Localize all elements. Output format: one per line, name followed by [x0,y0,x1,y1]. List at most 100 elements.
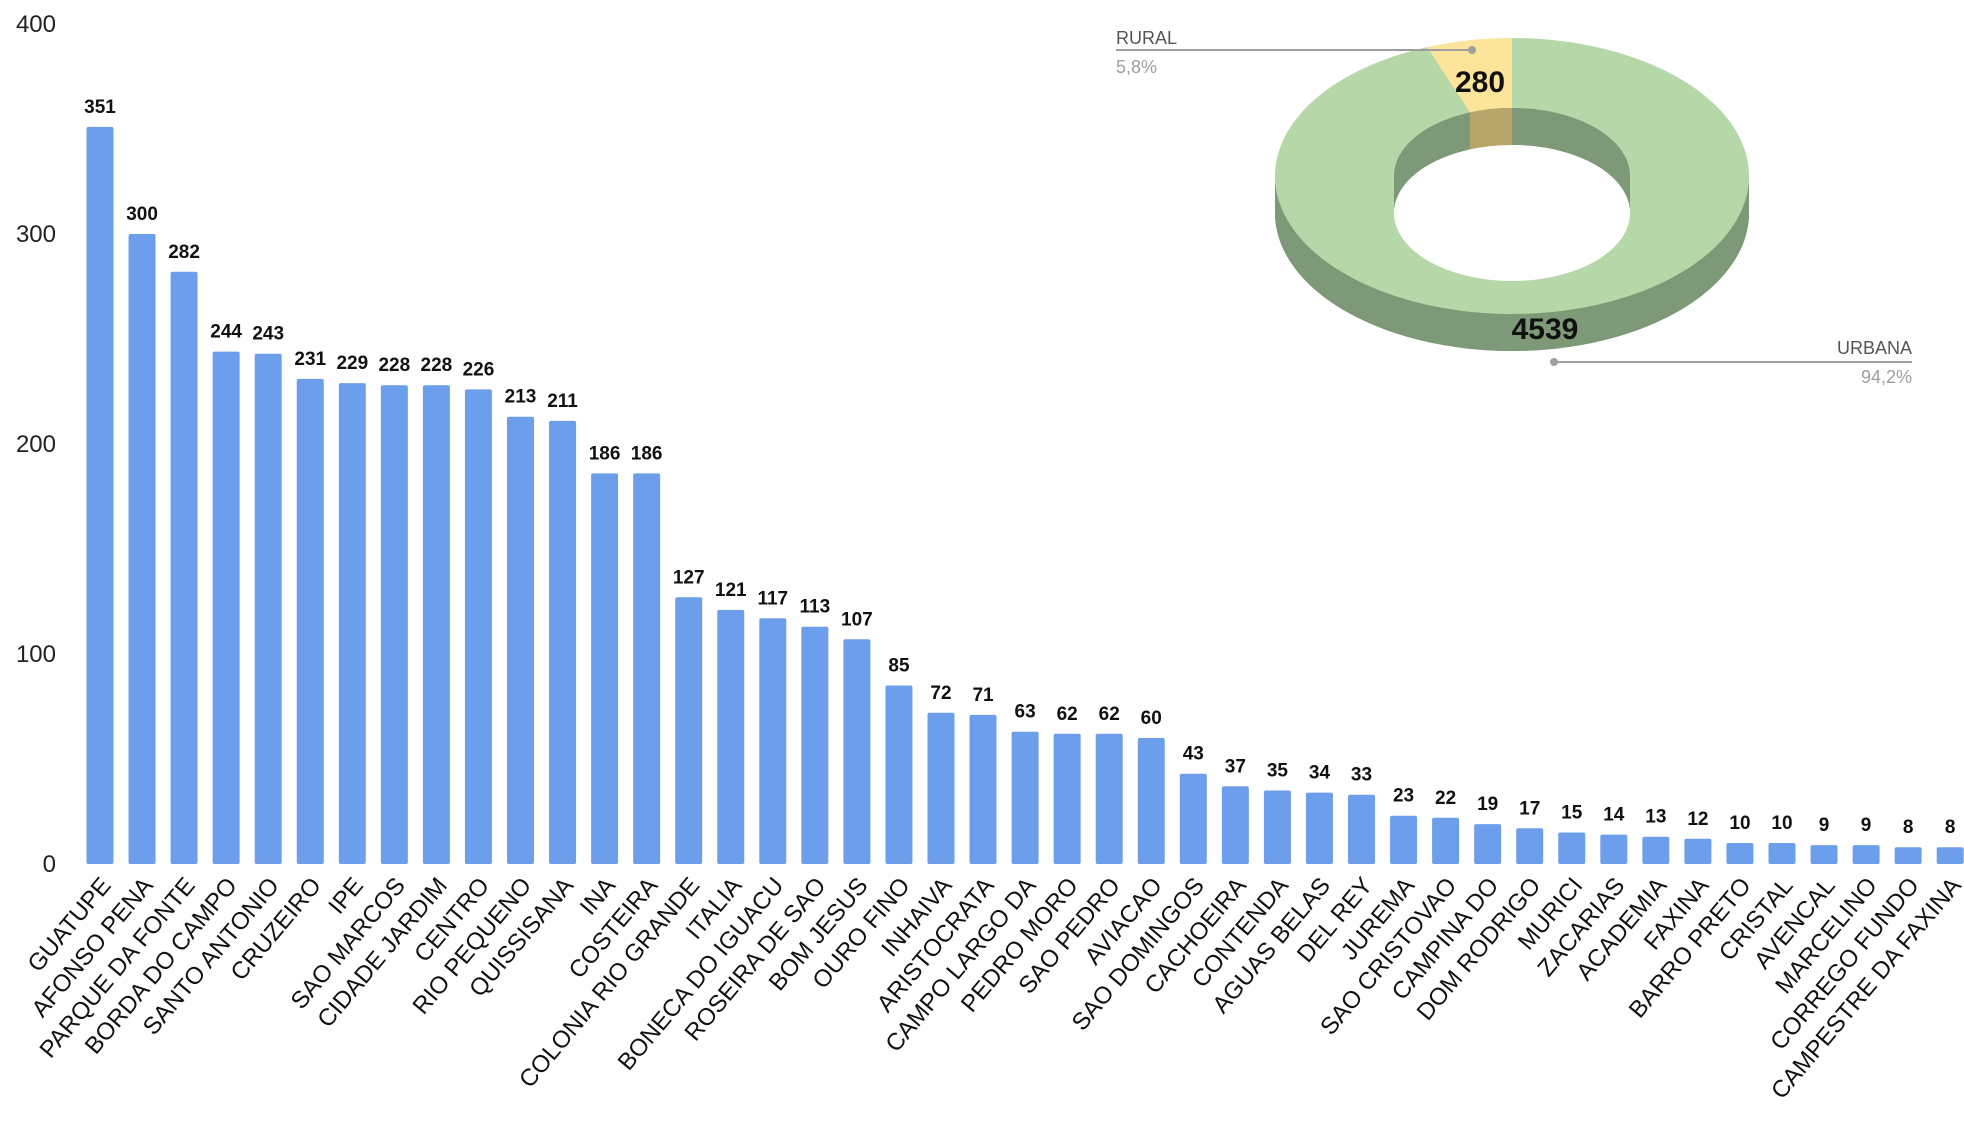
bar [1348,794,1375,864]
bar [1600,834,1628,864]
data-label: 211 [547,391,578,412]
bar [1095,733,1123,864]
bar [549,420,577,864]
data-label: 121 [715,580,747,601]
legend-label: RURAL [1116,28,1177,48]
bar [1474,824,1502,864]
bar [380,385,408,864]
bar [1263,790,1291,864]
bar [969,714,997,864]
data-label: 351 [84,97,116,118]
data-label: 9 [1861,815,1872,836]
data-label: 15 [1561,803,1583,824]
data-label: 33 [1351,765,1372,786]
donut-value-label: 4539 [1512,313,1579,346]
y-tick-label: 0 [43,851,56,878]
data-label: 19 [1477,794,1498,815]
y-tick-label: 400 [16,11,56,38]
percent-label: 5,8% [1116,57,1157,77]
bar [633,473,661,864]
data-label: 72 [930,683,951,704]
data-label: 13 [1645,807,1666,828]
data-label: 12 [1687,809,1708,830]
donut-chart: 280 4539 RURAL 5,8% URBANA 94,2% [1116,28,1912,387]
data-label: 213 [505,387,537,408]
donut-inner-wall-rural [1469,108,1512,150]
data-label: 107 [841,609,873,630]
bar [254,353,282,864]
bar [1726,843,1754,864]
data-label: 228 [378,355,410,376]
data-label: 226 [463,359,495,380]
bar [1936,847,1964,864]
bar [1516,828,1544,864]
data-label: 10 [1729,813,1750,834]
bar [1011,731,1039,864]
data-label: 22 [1435,788,1456,809]
bar [1810,845,1838,864]
data-label: 244 [210,322,242,343]
bar [1558,832,1586,864]
data-label: 8 [1903,817,1914,838]
data-label: 231 [294,349,326,370]
bar [1137,738,1165,864]
percent-label: 94,2% [1861,367,1912,387]
legend-label: URBANA [1837,338,1912,358]
data-label: 228 [421,355,453,376]
data-label: 62 [1099,704,1120,725]
data-label: 117 [757,588,788,609]
bar [464,389,492,864]
y-tick-label: 300 [16,221,56,248]
data-label: 35 [1267,761,1289,782]
data-label: 14 [1603,805,1625,826]
data-label: 60 [1141,708,1162,729]
y-axis: 0 100 200 300 400 [16,11,56,878]
bar [927,712,955,864]
leader-dot [1468,46,1476,54]
data-label: 113 [800,597,831,618]
data-label: 43 [1183,744,1204,765]
data-label: 300 [126,204,158,225]
data-label: 186 [589,443,621,464]
data-label: 37 [1225,756,1246,777]
data-label: 9 [1819,815,1830,836]
bar [338,383,366,864]
data-label: 23 [1393,786,1414,807]
bar [885,685,913,864]
bar [296,378,324,864]
bars [86,126,1964,865]
donut-hole [1394,145,1630,281]
bar [170,271,198,864]
bar [801,626,829,864]
bar [1642,836,1670,864]
bar [1305,792,1333,864]
bar [1768,843,1796,864]
bar [422,385,450,864]
data-label: 85 [888,656,910,677]
donut-inner-wall [1394,108,1630,213]
data-label: 34 [1309,763,1331,784]
donut-slice [1427,38,1512,113]
data-label: 229 [336,353,368,374]
donut-outer-wall [1275,176,1749,351]
bar [1684,838,1712,864]
data-label: 127 [673,567,705,588]
donut-value-label: 280 [1455,66,1505,99]
data-label: 71 [972,685,994,706]
bar [1894,847,1922,864]
bar [843,639,871,864]
bar [212,351,240,865]
bar [1852,845,1880,864]
bar [1432,817,1460,864]
data-label: 282 [168,242,200,263]
data-label: 10 [1771,813,1792,834]
bar [759,618,787,864]
bar [86,126,114,864]
data-label: 8 [1945,817,1956,838]
data-label: 243 [252,324,284,345]
data-label: 186 [631,443,663,464]
